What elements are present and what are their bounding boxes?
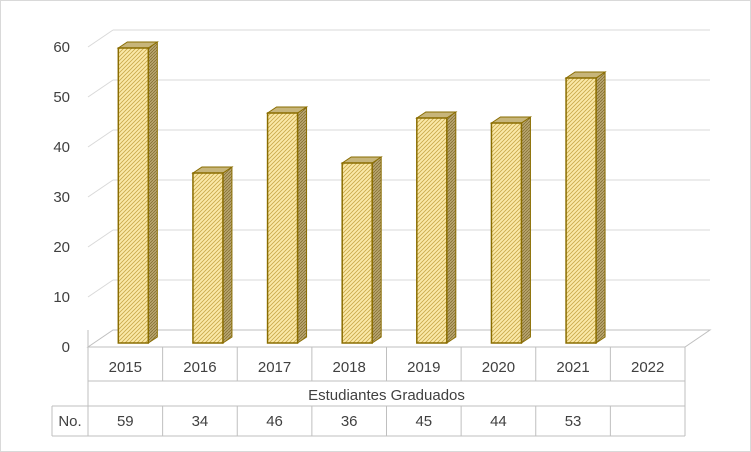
bar-front — [416, 117, 448, 344]
bar-side — [520, 116, 531, 344]
data-table-value: 44 — [490, 413, 507, 430]
gridline-depth — [87, 279, 114, 298]
bar-2017 — [265, 106, 309, 344]
gridline-depth — [87, 29, 114, 48]
bar-2016 — [191, 166, 234, 344]
bar-front — [266, 112, 299, 344]
data-table-value: 36 — [341, 413, 358, 430]
category-label: 2018 — [333, 359, 366, 376]
category-label: 2017 — [258, 359, 291, 376]
gridline-depth — [87, 79, 114, 98]
bar-2020 — [489, 116, 533, 344]
y-tick-label: 10 — [53, 289, 70, 306]
bar-side — [446, 111, 457, 344]
gridline-depth — [87, 229, 114, 248]
bar-2015 — [116, 41, 159, 344]
category-label: 2020 — [482, 359, 515, 376]
table-row-header: No. — [58, 413, 81, 430]
bar-front — [117, 47, 150, 344]
bar-side — [147, 41, 158, 344]
category-label: 2021 — [556, 359, 589, 376]
data-table: Estudiantes Graduados No. 2015 59 2016 34 20… — [51, 347, 686, 437]
y-tick-label: 40 — [53, 139, 70, 156]
y-tick-label: 50 — [53, 89, 70, 106]
bar-2021 — [564, 71, 607, 344]
gridlines — [87, 29, 710, 298]
bar-front — [341, 162, 373, 344]
bar-side — [371, 156, 382, 344]
data-table-value: 46 — [266, 413, 283, 430]
y-tick-label: 60 — [53, 39, 70, 56]
category-label: 2019 — [407, 359, 440, 376]
category-label: 2015 — [109, 359, 142, 376]
bar-2018 — [340, 156, 383, 344]
floor-plane — [86, 329, 712, 348]
y-tick-label: 0 — [62, 339, 70, 356]
data-table-value: 53 — [565, 413, 582, 430]
data-table-value: 34 — [192, 413, 209, 430]
data-table-value: 45 — [415, 413, 432, 430]
bar-front — [490, 122, 523, 344]
category-label: 2022 — [631, 359, 664, 376]
data-table-value: 59 — [117, 413, 134, 430]
gridline-depth — [87, 129, 114, 148]
gridline-depth — [87, 179, 114, 198]
bar-front — [565, 77, 597, 344]
category-group-label: Estudiantes Graduados — [308, 387, 465, 404]
y-tick-label: 20 — [53, 239, 70, 256]
bar-side — [222, 166, 233, 344]
bar-side — [595, 71, 606, 344]
bar-side — [297, 106, 308, 344]
bars — [116, 41, 607, 344]
category-label: 2016 — [183, 359, 216, 376]
y-tick-label: 30 — [53, 189, 70, 206]
y-axis: 0 10 20 30 40 50 60 — [53, 39, 70, 356]
bar-front — [192, 172, 224, 344]
chart-floor — [86, 329, 712, 348]
bar-2019 — [415, 111, 458, 344]
